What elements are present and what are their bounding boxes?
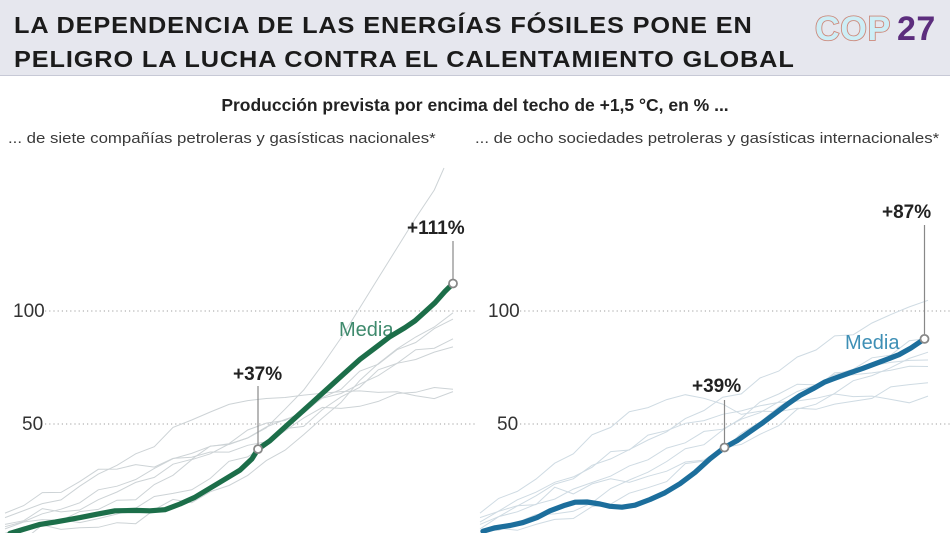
svg-text:50: 50: [497, 414, 518, 435]
svg-text:27: 27: [897, 10, 936, 48]
svg-text:+87%: +87%: [882, 202, 931, 223]
svg-text:+37%: +37%: [233, 364, 282, 385]
svg-text:+111%: +111%: [407, 218, 465, 239]
svg-text:COP: COP: [815, 10, 891, 48]
svg-text:100: 100: [488, 301, 520, 322]
svg-text:+39%: +39%: [692, 376, 741, 397]
svg-text:Media: Media: [845, 332, 900, 354]
svg-text:100: 100: [13, 301, 45, 322]
svg-text:50: 50: [22, 414, 43, 435]
